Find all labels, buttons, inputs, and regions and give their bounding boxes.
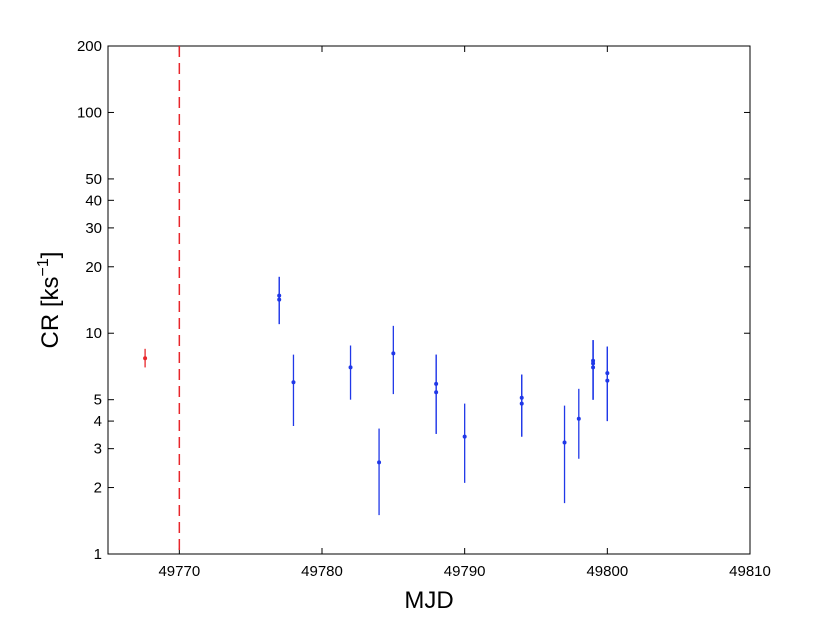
plot-area	[107, 45, 751, 555]
data-point	[143, 356, 148, 361]
y-axis-label-main: CR [ks	[37, 276, 64, 348]
y-tick-label: 2	[94, 480, 102, 497]
x-tick-label: 49800	[586, 563, 628, 580]
y-tick-label: 5	[94, 392, 102, 409]
y-tick-label: 200	[77, 38, 102, 55]
data-point	[291, 380, 296, 385]
data-point	[434, 390, 439, 395]
x-axis-label: MJD	[404, 587, 453, 614]
data-point	[576, 416, 581, 421]
y-tick-label: 1	[94, 546, 102, 563]
y-tick-label: 50	[85, 171, 102, 188]
x-tick-label: 49770	[158, 563, 200, 580]
y-axis-label-sup: −1	[35, 258, 52, 276]
y-axis-label: CR [ks−1]	[35, 252, 64, 349]
data-point	[377, 460, 382, 465]
y-tick-label: 30	[85, 220, 102, 237]
y-tick-label: 3	[94, 441, 102, 458]
data-point	[605, 371, 610, 376]
x-tick-label: 49810	[729, 563, 771, 580]
data-point	[348, 365, 353, 370]
axis-ticks: 49770 49780 49790 49800 49810 1 2 3 4 5 10 20 30 40 50…	[77, 38, 771, 580]
data-marks	[143, 276, 610, 516]
data-point	[462, 434, 467, 439]
data-point	[519, 401, 524, 406]
data-point	[562, 440, 567, 445]
data-point	[277, 293, 282, 298]
x-tick-label: 49780	[301, 563, 343, 580]
data-point	[391, 351, 396, 356]
y-tick-label: 40	[85, 192, 102, 209]
data-point	[591, 361, 596, 366]
y-tick-label: 100	[77, 104, 102, 121]
y-axis-label-close: ]	[37, 252, 64, 259]
x-tick-label: 49790	[444, 563, 486, 580]
y-tick-label: 20	[85, 259, 102, 276]
y-tick-label: 10	[85, 325, 102, 342]
y-tick-label: 4	[94, 413, 102, 430]
y-axis-label-group: CR [ks−1]	[35, 252, 64, 349]
